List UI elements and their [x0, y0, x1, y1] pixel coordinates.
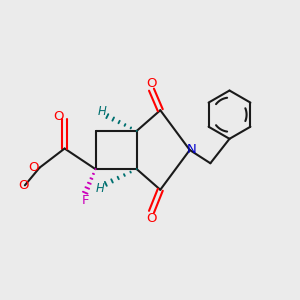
Text: H: H	[98, 105, 106, 118]
Text: O: O	[53, 110, 63, 123]
Text: O: O	[146, 212, 157, 225]
Text: N: N	[186, 143, 196, 157]
Text: O: O	[146, 77, 157, 90]
Text: O: O	[18, 179, 28, 192]
Text: F: F	[82, 194, 89, 207]
Text: O: O	[28, 161, 38, 174]
Text: H: H	[96, 182, 105, 195]
